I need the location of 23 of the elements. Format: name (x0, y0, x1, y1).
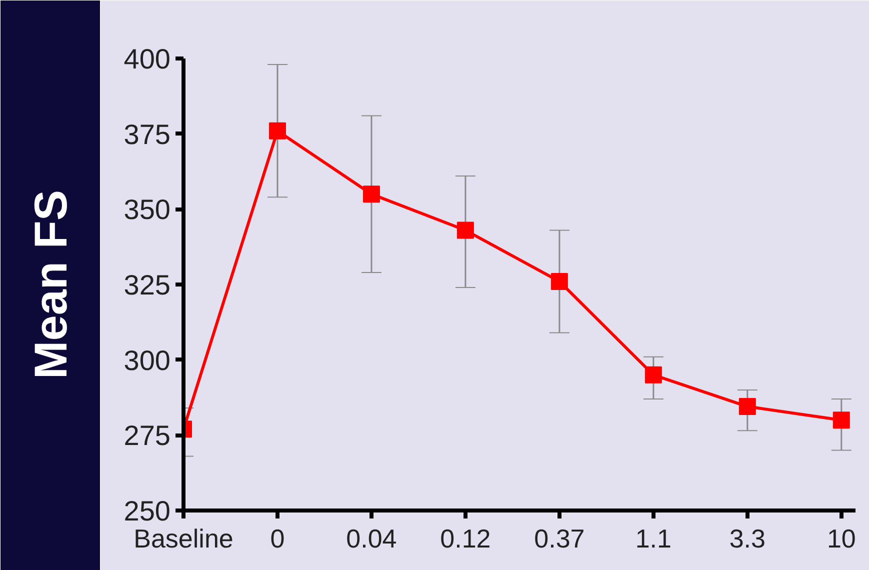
y-axis-title: Mean FS (24, 190, 76, 380)
point (362, 186, 380, 203)
y-tick-label: 250 (124, 496, 170, 526)
x-tick-label: 10 (826, 524, 856, 554)
y-tick-label: 300 (124, 344, 170, 376)
point (644, 366, 662, 384)
y-tick-label: 400 (124, 44, 170, 74)
y-tick-label: 275 (124, 420, 170, 452)
x-tick-label: 1.1 (635, 524, 672, 554)
point (456, 222, 474, 239)
x-tick-label: Baseline (134, 524, 234, 554)
point (738, 398, 756, 416)
x-tick-label: 0 (270, 524, 285, 554)
x-tick-label: 0.12 (440, 524, 491, 554)
x-tick-label: 0.37 (534, 524, 585, 554)
point (550, 272, 568, 290)
point (832, 412, 850, 429)
y-tick-label: 325 (124, 270, 170, 300)
x-tick-label: 3.3 (729, 524, 766, 554)
point (268, 122, 286, 140)
y-tick-label: 375 (124, 118, 170, 150)
y-tick-label: 350 (124, 194, 170, 226)
x-tick-label: 0.04 (346, 524, 397, 554)
